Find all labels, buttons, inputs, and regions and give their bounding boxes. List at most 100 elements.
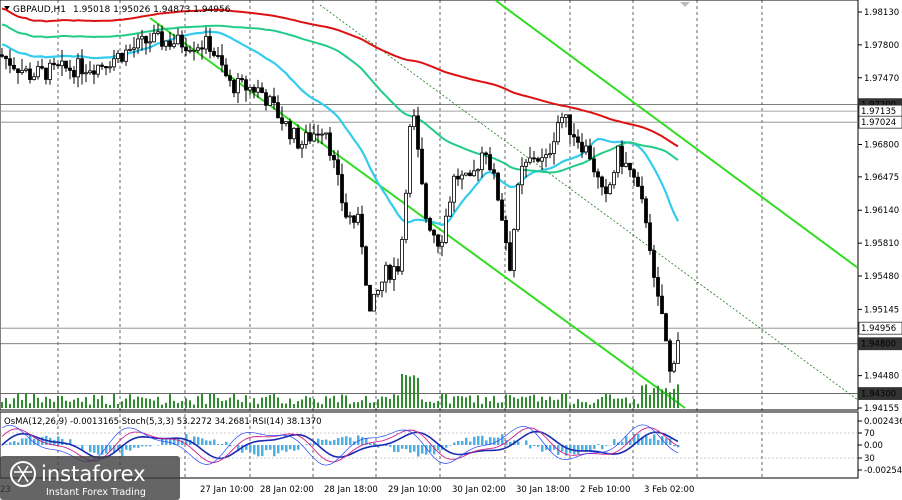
osc-tick-label: -0.002540 xyxy=(864,466,902,476)
osma-bar xyxy=(369,443,372,445)
candle-body xyxy=(432,229,436,236)
osma-bar xyxy=(501,434,504,445)
candle-body xyxy=(60,60,64,67)
candle-body xyxy=(528,157,532,163)
candle-body xyxy=(620,145,624,167)
candle-body xyxy=(420,148,424,185)
osma-bar xyxy=(241,445,244,453)
candle-body xyxy=(372,293,376,312)
candle-body xyxy=(116,52,120,60)
osma-bar xyxy=(333,439,336,445)
candle-body xyxy=(488,154,492,171)
candle-body xyxy=(96,64,100,75)
candle-body xyxy=(256,87,260,93)
volume-bar xyxy=(257,403,259,408)
price-tick-label: 1.96140 xyxy=(864,206,899,216)
candle-body xyxy=(340,174,344,204)
candle-body xyxy=(220,55,224,66)
osma-bar xyxy=(157,445,160,446)
volume-bar xyxy=(405,375,407,408)
candle-body xyxy=(544,154,548,159)
volume-bar xyxy=(301,399,303,408)
channel-mid-line xyxy=(319,4,858,401)
volume-bar xyxy=(333,395,335,408)
candle-body xyxy=(456,175,460,180)
volume-bar xyxy=(37,397,39,408)
volume-bar xyxy=(109,404,111,408)
moving-average-line xyxy=(1,30,679,227)
candle-body xyxy=(228,75,232,81)
candle-body xyxy=(28,68,32,80)
osma-bar xyxy=(5,444,8,445)
volume-bar xyxy=(129,394,131,408)
candle-body xyxy=(288,121,292,140)
osma-bar xyxy=(401,445,404,449)
volume-bar xyxy=(621,398,623,408)
osma-bar xyxy=(445,445,448,448)
candle-body xyxy=(448,201,452,217)
candle-body xyxy=(480,152,484,171)
volume-bar xyxy=(421,399,423,408)
osma-bar xyxy=(137,445,140,448)
candle-body xyxy=(88,70,92,74)
volume-bar xyxy=(449,403,451,408)
candle-body xyxy=(180,34,184,48)
volume-bar xyxy=(573,403,575,408)
candle-body xyxy=(440,241,444,247)
price-tag-label: 1.94956 xyxy=(861,324,896,334)
price-tick-label: 1.95145 xyxy=(864,305,899,315)
osma-bar xyxy=(393,445,396,452)
dropdown-triangle-icon[interactable] xyxy=(4,6,10,10)
osma-bar xyxy=(149,445,152,447)
candle-body xyxy=(172,43,176,47)
volume-bar xyxy=(53,401,55,408)
volume-bar xyxy=(45,396,47,408)
osma-bar xyxy=(257,445,260,457)
candle-body xyxy=(100,64,104,67)
candle-body xyxy=(380,281,384,292)
candle-body xyxy=(52,62,56,66)
candle-body xyxy=(188,49,192,52)
osma-bar xyxy=(589,445,592,452)
osma-bar xyxy=(585,445,588,452)
candle-body xyxy=(108,66,112,69)
candle-body xyxy=(324,132,328,135)
volume-bar xyxy=(653,388,655,408)
scroll-marker-icon[interactable] xyxy=(680,2,690,7)
volume-bar xyxy=(493,395,495,408)
candle-body xyxy=(392,266,396,280)
volume-bar xyxy=(269,394,271,408)
volume-bar xyxy=(565,393,567,408)
volume-bar xyxy=(585,402,587,408)
candle-body xyxy=(484,152,488,155)
osma-bar xyxy=(177,437,180,445)
osc-tick-label: 70 xyxy=(864,429,875,439)
volume-bar xyxy=(73,399,75,408)
osma-bar xyxy=(181,440,184,445)
osma-bar xyxy=(9,442,12,445)
osma-bar xyxy=(189,439,192,445)
osma-bar xyxy=(389,445,392,447)
volume-bar xyxy=(65,400,67,408)
osma-bar xyxy=(553,445,556,450)
osma-bar xyxy=(305,444,308,445)
moving-average-line xyxy=(1,7,679,148)
candle-body xyxy=(468,172,472,177)
symbol-label: GBPAUD,H1 xyxy=(13,5,66,15)
candle-body xyxy=(404,192,408,240)
osma-bar xyxy=(249,445,252,452)
osma-bar xyxy=(517,441,520,445)
candle-body xyxy=(0,54,4,57)
volume-bar xyxy=(145,398,147,408)
candle-body xyxy=(168,40,172,47)
volume-bar xyxy=(97,399,99,408)
osma-bar xyxy=(413,445,416,452)
candle-body xyxy=(548,153,552,156)
osma-bar xyxy=(433,445,436,455)
osma-bar xyxy=(577,445,580,455)
osma-bar xyxy=(221,444,224,445)
osma-bar xyxy=(417,445,420,457)
volume-bar xyxy=(393,394,395,408)
volume-bar xyxy=(221,400,223,408)
time-tick-label: 29 Jan 10:00 xyxy=(388,485,442,495)
